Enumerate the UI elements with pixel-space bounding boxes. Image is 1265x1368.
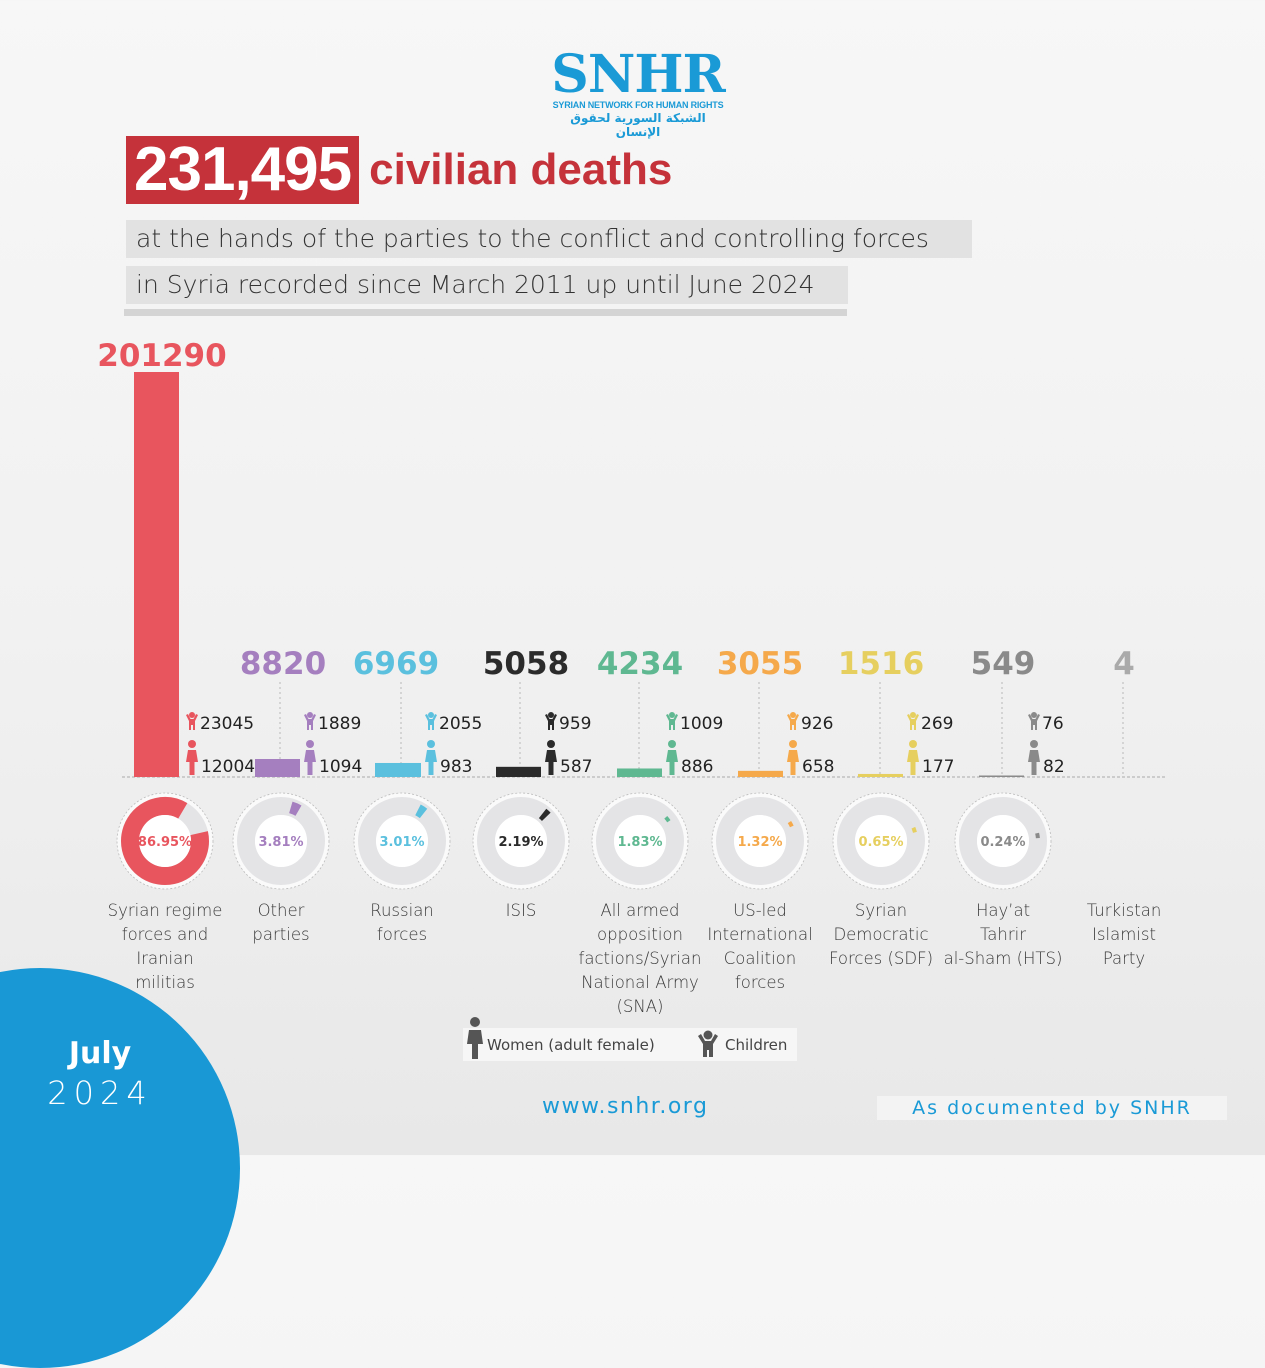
percent-label: 3.01% xyxy=(379,835,424,850)
percent-label: 2.19% xyxy=(498,835,543,850)
women-count: 886 xyxy=(681,757,713,777)
legend-women-label: Women (adult female) xyxy=(487,1036,655,1054)
category-label-line: National Army (SNA) xyxy=(570,971,710,1019)
category-label-line: parties xyxy=(211,923,351,947)
percent-label: 3.81% xyxy=(258,835,303,850)
bar xyxy=(858,774,903,777)
woman-icon xyxy=(907,740,919,775)
category-label-line: International xyxy=(690,923,830,947)
legend: Women (adult female) Children xyxy=(463,1028,797,1061)
woman-icon xyxy=(186,740,198,775)
children-count: 269 xyxy=(921,714,953,734)
child-icon xyxy=(666,712,678,730)
bar xyxy=(738,771,783,777)
category-label-line: Party xyxy=(1054,947,1194,971)
children-count: 1889 xyxy=(318,714,361,734)
women-count: 177 xyxy=(922,757,954,777)
category-label-line: Other xyxy=(211,899,351,923)
woman-icon xyxy=(545,740,557,775)
children-count: 959 xyxy=(559,714,591,734)
child-icon xyxy=(186,712,198,730)
report-year: 2024 xyxy=(40,1072,160,1114)
bar-value-label: 5058 xyxy=(483,646,569,682)
bar-value-label: 201290 xyxy=(97,338,226,374)
bar-value-label: 4234 xyxy=(597,646,683,682)
category-label-line: All armed xyxy=(570,899,710,923)
child-icon xyxy=(907,712,919,730)
woman-icon xyxy=(1028,740,1040,775)
bar xyxy=(375,763,421,777)
children-count: 1009 xyxy=(680,714,723,734)
woman-icon xyxy=(666,740,678,775)
child-icon xyxy=(304,712,316,730)
women-count: 82 xyxy=(1043,757,1065,777)
woman-icon xyxy=(465,1016,485,1064)
woman-icon xyxy=(787,740,799,775)
women-count: 587 xyxy=(560,757,592,777)
category-label-line: forces xyxy=(332,923,472,947)
children-count: 2055 xyxy=(439,714,482,734)
category-label-line: Hay’at xyxy=(933,899,1073,923)
website-link[interactable]: www.snhr.org xyxy=(542,1094,708,1119)
bar-value-label: 3055 xyxy=(717,646,803,682)
category-label-line: Islamist xyxy=(1054,923,1194,947)
children-count: 23045 xyxy=(200,714,254,734)
women-count: 658 xyxy=(802,757,834,777)
category-label-line: opposition xyxy=(570,923,710,947)
percent-label: 1.83% xyxy=(617,835,662,850)
children-count: 76 xyxy=(1042,714,1064,734)
documented-by: As documented by SNHR xyxy=(877,1096,1227,1120)
category-label-line: Syrian xyxy=(811,899,951,923)
bar-value-label: 1516 xyxy=(838,646,924,682)
category-label-line: al-Sham (HTS) xyxy=(933,947,1073,971)
percent-label: 0.65% xyxy=(858,835,903,850)
bar-value-label: 6969 xyxy=(353,646,439,682)
bar xyxy=(617,768,662,777)
category-label-line: Turkistan xyxy=(1054,899,1194,923)
child-icon xyxy=(697,1030,719,1062)
woman-icon xyxy=(304,740,316,775)
child-icon xyxy=(787,712,799,730)
woman-icon xyxy=(425,740,437,775)
children-count: 926 xyxy=(801,714,833,734)
women-count: 1094 xyxy=(319,757,362,777)
category-label-line: Forces (SDF) xyxy=(811,947,951,971)
category-label-line: Tahrir xyxy=(933,923,1073,947)
child-icon xyxy=(545,712,557,730)
women-count: 12004 xyxy=(201,757,255,777)
bar xyxy=(255,759,300,777)
category-label-line: factions/Syrian xyxy=(570,947,710,971)
child-icon xyxy=(425,712,437,730)
category-label-line: forces xyxy=(690,971,830,995)
percent-label: 1.32% xyxy=(737,835,782,850)
bar xyxy=(496,767,541,777)
percent-label: 86.95% xyxy=(138,835,192,850)
category-label-line: Coalition xyxy=(690,947,830,971)
bar xyxy=(134,372,179,777)
category-label-line: US-led xyxy=(690,899,830,923)
category-label-line: Democratic xyxy=(811,923,951,947)
bar-value-label: 4 xyxy=(1113,646,1135,682)
women-count: 983 xyxy=(440,757,472,777)
report-month: July xyxy=(40,1036,160,1072)
percent-label: 0.24% xyxy=(980,835,1025,850)
child-icon xyxy=(1028,712,1040,730)
bar xyxy=(979,776,1024,778)
bar-value-label: 8820 xyxy=(240,646,326,682)
legend-children-label: Children xyxy=(725,1036,787,1054)
bar-value-label: 549 xyxy=(971,646,1036,682)
report-date: July 2024 xyxy=(40,1036,160,1114)
